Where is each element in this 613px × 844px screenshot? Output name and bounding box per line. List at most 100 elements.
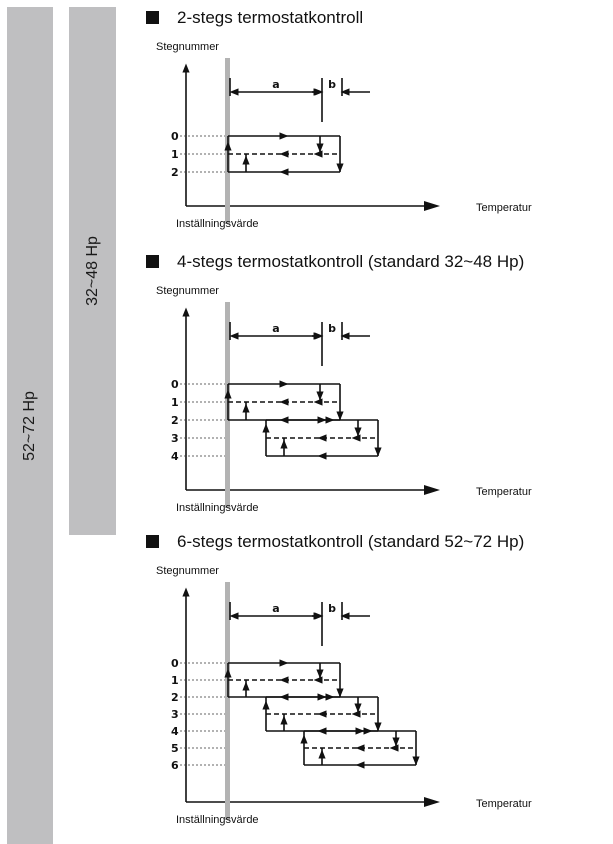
dim-b-right-arrow-icon <box>340 612 350 620</box>
arrowhead-icon <box>316 669 324 679</box>
arrowhead-icon <box>316 391 324 401</box>
sidebar-52-72-hp: 52~72 Hp <box>7 7 53 844</box>
sidebar-32-48-hp: 32~48 Hp <box>69 7 116 535</box>
dim-b-label: b <box>328 602 336 615</box>
x-axis-label: Temperatur <box>476 798 532 810</box>
arrowhead-icon <box>279 150 289 158</box>
arrowhead-icon <box>316 143 324 153</box>
step-number: 1 <box>171 396 179 409</box>
x-axis-arrowhead-icon <box>424 201 440 211</box>
section-title: 2-stegs termostatkontroll <box>146 8 363 28</box>
arrowhead-icon <box>336 688 344 698</box>
arrowhead-icon <box>392 737 400 747</box>
section-6-step: 6-stegs termostatkontroll (standard 52~7… <box>118 532 613 832</box>
square-bullet-icon <box>146 255 159 268</box>
arrowhead-icon <box>279 132 289 140</box>
sidebar-label: 32~48 Hp <box>83 236 101 306</box>
diagram-4-step: Stegnummer Temperatur Inställningsvärde a b 0… <box>156 285 532 514</box>
arrowhead-icon <box>279 168 289 176</box>
square-bullet-icon <box>146 11 159 24</box>
setpoint-label: Inställningsvärde <box>176 218 259 230</box>
arrowhead-icon <box>355 744 365 752</box>
arrowhead-icon <box>242 681 250 691</box>
step-number: 0 <box>171 130 179 143</box>
diagram-6-step: Stegnummer Temperatur Inställningsvärde a b 0… <box>156 565 532 826</box>
arrowhead-icon <box>317 452 327 460</box>
step-number: 1 <box>171 148 179 161</box>
step-number: 2 <box>171 414 179 427</box>
setpoint-label: Inställningsvärde <box>176 502 259 514</box>
arrowhead-icon <box>336 163 344 173</box>
x-axis-arrowhead-icon <box>424 797 440 807</box>
y-axis-arrowhead-icon <box>182 587 190 597</box>
dim-b-label: b <box>328 322 336 335</box>
arrowhead-icon <box>336 411 344 421</box>
x-axis-label: Temperatur <box>476 486 532 498</box>
arrowhead-icon <box>318 749 326 759</box>
step-number: 2 <box>171 691 179 704</box>
arrowhead-icon <box>355 727 365 735</box>
arrowhead-icon <box>242 403 250 413</box>
arrowhead-icon <box>300 734 308 744</box>
dim-b-left-arrow-icon <box>314 88 324 96</box>
step-number: 3 <box>171 708 179 721</box>
y-axis-label: Stegnummer <box>156 285 219 297</box>
section-2-step: 2-stegs termostatkontroll Stegnummer Temp… <box>118 8 613 240</box>
arrowhead-icon <box>317 416 327 424</box>
step-number: 4 <box>171 725 179 738</box>
dim-a-label: a <box>272 322 279 335</box>
square-bullet-icon <box>146 535 159 548</box>
step-number: 1 <box>171 674 179 687</box>
arrowhead-icon <box>279 659 289 667</box>
arrowhead-icon <box>280 715 288 725</box>
y-axis-label: Stegnummer <box>156 41 219 53</box>
arrowhead-icon <box>317 710 327 718</box>
step-number: 6 <box>171 759 179 772</box>
arrowhead-icon <box>351 434 361 442</box>
dim-a-left-arrow-icon <box>229 612 239 620</box>
dim-a-label: a <box>272 78 279 91</box>
arrowhead-icon <box>374 722 382 732</box>
arrowhead-icon <box>262 423 270 433</box>
arrowhead-icon <box>374 447 382 457</box>
dim-b-right-arrow-icon <box>340 88 350 96</box>
arrowhead-icon <box>317 693 327 701</box>
step-number: 0 <box>171 378 179 391</box>
step-number: 3 <box>171 432 179 445</box>
dim-a-label: a <box>272 602 279 615</box>
x-axis-arrowhead-icon <box>424 485 440 495</box>
section-4-step: 4-stegs termostatkontroll (standard 32~4… <box>118 252 613 520</box>
arrowhead-icon <box>313 676 323 684</box>
arrowhead-icon <box>317 434 327 442</box>
arrowhead-icon <box>280 439 288 449</box>
step-number: 5 <box>171 742 179 755</box>
arrowhead-icon <box>279 380 289 388</box>
arrowhead-icon <box>355 761 365 769</box>
arrowhead-icon <box>224 389 232 399</box>
arrowhead-icon <box>412 756 420 766</box>
dim-a-left-arrow-icon <box>229 88 239 96</box>
dim-b-label: b <box>328 78 336 91</box>
arrowhead-icon <box>224 141 232 151</box>
setpoint-band <box>225 582 230 820</box>
arrowhead-icon <box>351 710 361 718</box>
y-axis-arrowhead-icon <box>182 307 190 317</box>
arrowhead-icon <box>262 700 270 710</box>
dim-b-right-arrow-icon <box>340 332 350 340</box>
dim-b-left-arrow-icon <box>314 332 324 340</box>
arrowhead-icon <box>354 703 362 713</box>
arrowhead-icon <box>224 668 232 678</box>
arrowhead-icon <box>279 676 289 684</box>
y-axis-arrowhead-icon <box>182 63 190 73</box>
dim-b-left-arrow-icon <box>314 612 324 620</box>
arrowhead-icon <box>279 398 289 406</box>
setpoint-label: Inställningsvärde <box>176 814 259 826</box>
section-title: 4-stegs termostatkontroll (standard 32~4… <box>146 252 524 272</box>
diagram-2-step: Stegnummer Temperatur Inställningsvärde a b 0… <box>156 41 532 230</box>
arrowhead-icon <box>313 150 323 158</box>
arrowhead-icon <box>354 427 362 437</box>
step-number: 2 <box>171 166 179 179</box>
x-axis-label: Temperatur <box>476 202 532 214</box>
section-title: 6-stegs termostatkontroll (standard 52~7… <box>146 532 524 552</box>
step-number: 0 <box>171 657 179 670</box>
